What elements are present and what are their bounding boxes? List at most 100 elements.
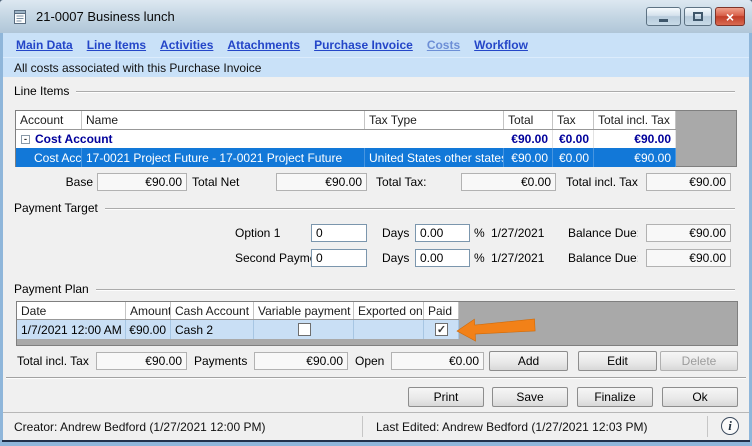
window-title: 21-0007 Business lunch <box>36 9 175 24</box>
line-items-header-row: Account Name Tax Type Total Tax Total in… <box>16 111 676 130</box>
col-header-amount[interactable]: Amount <box>126 302 171 319</box>
line-item-name: 17-0021 Project Future - 17-0021 Project… <box>82 148 365 167</box>
col-header-variable-payment[interactable]: Variable payment <box>254 302 354 319</box>
orange-arrow-icon <box>456 318 536 342</box>
group-row-total: €90.00 <box>504 130 553 148</box>
collapse-expander-icon[interactable]: - <box>21 134 30 144</box>
plan-total-incl-field: €90.00 <box>96 352 187 370</box>
second-payment-percent-input[interactable]: 0.00 <box>415 249 470 267</box>
ok-button[interactable]: Ok <box>662 387 738 407</box>
tab-activities[interactable]: Activities <box>160 38 214 52</box>
minimize-button[interactable] <box>646 7 681 26</box>
total-net-field: €90.00 <box>276 173 367 191</box>
col-header-date[interactable]: Date <box>17 302 126 319</box>
option1-days-input[interactable]: 0 <box>311 224 367 242</box>
col-header-tax-type[interactable]: Tax Type <box>365 111 504 129</box>
col-header-account[interactable]: Account <box>16 111 82 129</box>
print-button[interactable]: Print <box>408 387 484 407</box>
total-incl-tax-field: €90.00 <box>646 173 731 191</box>
tab-attachments[interactable]: Attachments <box>227 38 301 52</box>
option1-balance-due-label: Balance Due: <box>568 226 638 240</box>
payment-plan-header-row: Date Amount Cash Account Variable paymen… <box>17 302 459 320</box>
open-field: €0.00 <box>391 352 484 370</box>
variable-payment-cell <box>254 320 354 339</box>
page-subtitle: All costs associated with this Purchase … <box>3 57 749 77</box>
status-divider <box>362 416 363 437</box>
second-payment-label: Second Paymen <box>235 251 311 265</box>
paid-cell <box>424 320 459 339</box>
total-tax-field: €0.00 <box>461 173 556 191</box>
info-icon[interactable]: i <box>721 417 739 435</box>
tab-workflow[interactable]: Workflow <box>474 38 528 52</box>
col-header-tax[interactable]: Tax <box>553 111 594 129</box>
save-button[interactable]: Save <box>492 387 568 407</box>
checkmark-icon: ✓ <box>436 324 447 336</box>
footer-divider <box>6 377 746 379</box>
exported-on-cell <box>354 320 424 339</box>
payment-target-group-header: Payment Target <box>14 201 735 215</box>
option1-label: Option 1 <box>235 226 281 240</box>
second-payment-date: 1/27/2021 <box>491 251 545 265</box>
delete-button[interactable]: Delete <box>660 351 738 371</box>
tab-costs[interactable]: Costs <box>426 38 461 52</box>
paid-checkbox[interactable]: ✓ <box>435 323 448 336</box>
payment-cash-account: Cash 2 <box>171 320 254 339</box>
maximize-button[interactable] <box>684 7 712 26</box>
payment-plan-row[interactable]: 1/7/2021 12:00 AM €90.00 Cash 2 <box>17 320 459 339</box>
option1-date: 1/27/2021 <box>491 226 545 240</box>
open-label: Open <box>355 354 385 368</box>
payment-date: 1/7/2021 12:00 AM <box>17 320 126 339</box>
col-header-cash-account[interactable]: Cash Account <box>171 302 254 319</box>
cost-account-group-row[interactable]: - Cost Account €90.00 €0.00 €90.00 <box>16 130 676 148</box>
col-header-paid[interactable]: Paid <box>424 302 459 319</box>
second-payment-balance-due-label: Balance Due: <box>568 251 638 265</box>
line-item-total-incl: €90.00 <box>594 148 676 167</box>
close-button[interactable]: × <box>715 7 745 26</box>
maximize-icon <box>693 12 703 21</box>
option1-percent-input[interactable]: 0.00 <box>415 224 470 242</box>
second-payment-balance-due-field: €90.00 <box>646 249 731 267</box>
creator-status: Creator: Andrew Bedford (1/27/2021 12:00… <box>14 419 266 434</box>
group-row-total-incl: €90.00 <box>594 130 676 148</box>
tab-line-items[interactable]: Line Items <box>86 38 147 52</box>
line-item-tax-type: United States other states <box>365 148 504 167</box>
base-label: Base <box>65 175 93 189</box>
minimize-icon <box>659 18 668 22</box>
status-divider <box>707 416 708 437</box>
finalize-button[interactable]: Finalize <box>577 387 653 407</box>
payment-plan-table: Date Amount Cash Account Variable paymen… <box>16 301 738 346</box>
group-row-account-label: Cost Account <box>35 132 113 146</box>
line-items-table: Account Name Tax Type Total Tax Total in… <box>15 110 737 167</box>
col-header-total[interactable]: Total <box>504 111 553 129</box>
col-header-name[interactable]: Name <box>82 111 365 129</box>
line-item-account: Cost Account <box>16 148 82 167</box>
total-net-label: Total Net <box>192 175 240 189</box>
payment-target-group-label: Payment Target <box>14 201 98 215</box>
group-divider-line <box>104 208 735 210</box>
option1-days-label: Days <box>382 226 410 240</box>
tab-purchase-invoice[interactable]: Purchase Invoice <box>314 38 413 52</box>
second-payment-days-input[interactable]: 0 <box>311 249 367 267</box>
option1-percent-label: % <box>474 226 485 240</box>
tab-main-data[interactable]: Main Data <box>16 38 73 52</box>
total-tax-label: Total Tax: <box>376 175 427 189</box>
window-bottom-edge <box>2 440 750 442</box>
variable-payment-checkbox[interactable] <box>298 323 311 336</box>
add-button[interactable]: Add <box>489 351 568 371</box>
document-icon <box>14 9 26 24</box>
plan-total-incl-label: Total incl. Tax <box>17 354 89 368</box>
payment-plan-group-header: Payment Plan <box>14 282 735 296</box>
second-payment-percent-label: % <box>474 251 485 265</box>
payment-amount: €90.00 <box>126 320 171 339</box>
line-item-row-selected[interactable]: Cost Account 17-0021 Project Future - 17… <box>16 148 676 167</box>
app-body: Main Data Line Items Activities Attachme… <box>3 33 749 440</box>
tab-bar: Main Data Line Items Activities Attachme… <box>3 33 749 57</box>
line-items-group-label: Line Items <box>14 84 70 98</box>
edit-button[interactable]: Edit <box>578 351 657 371</box>
col-header-exported-on[interactable]: Exported on <box>354 302 424 319</box>
content-area: Line Items Account Name Tax Type Total T… <box>3 77 749 412</box>
payments-field: €90.00 <box>254 352 348 370</box>
payments-label: Payments <box>194 354 248 368</box>
col-header-total-incl-tax[interactable]: Total incl. Tax <box>594 111 676 129</box>
